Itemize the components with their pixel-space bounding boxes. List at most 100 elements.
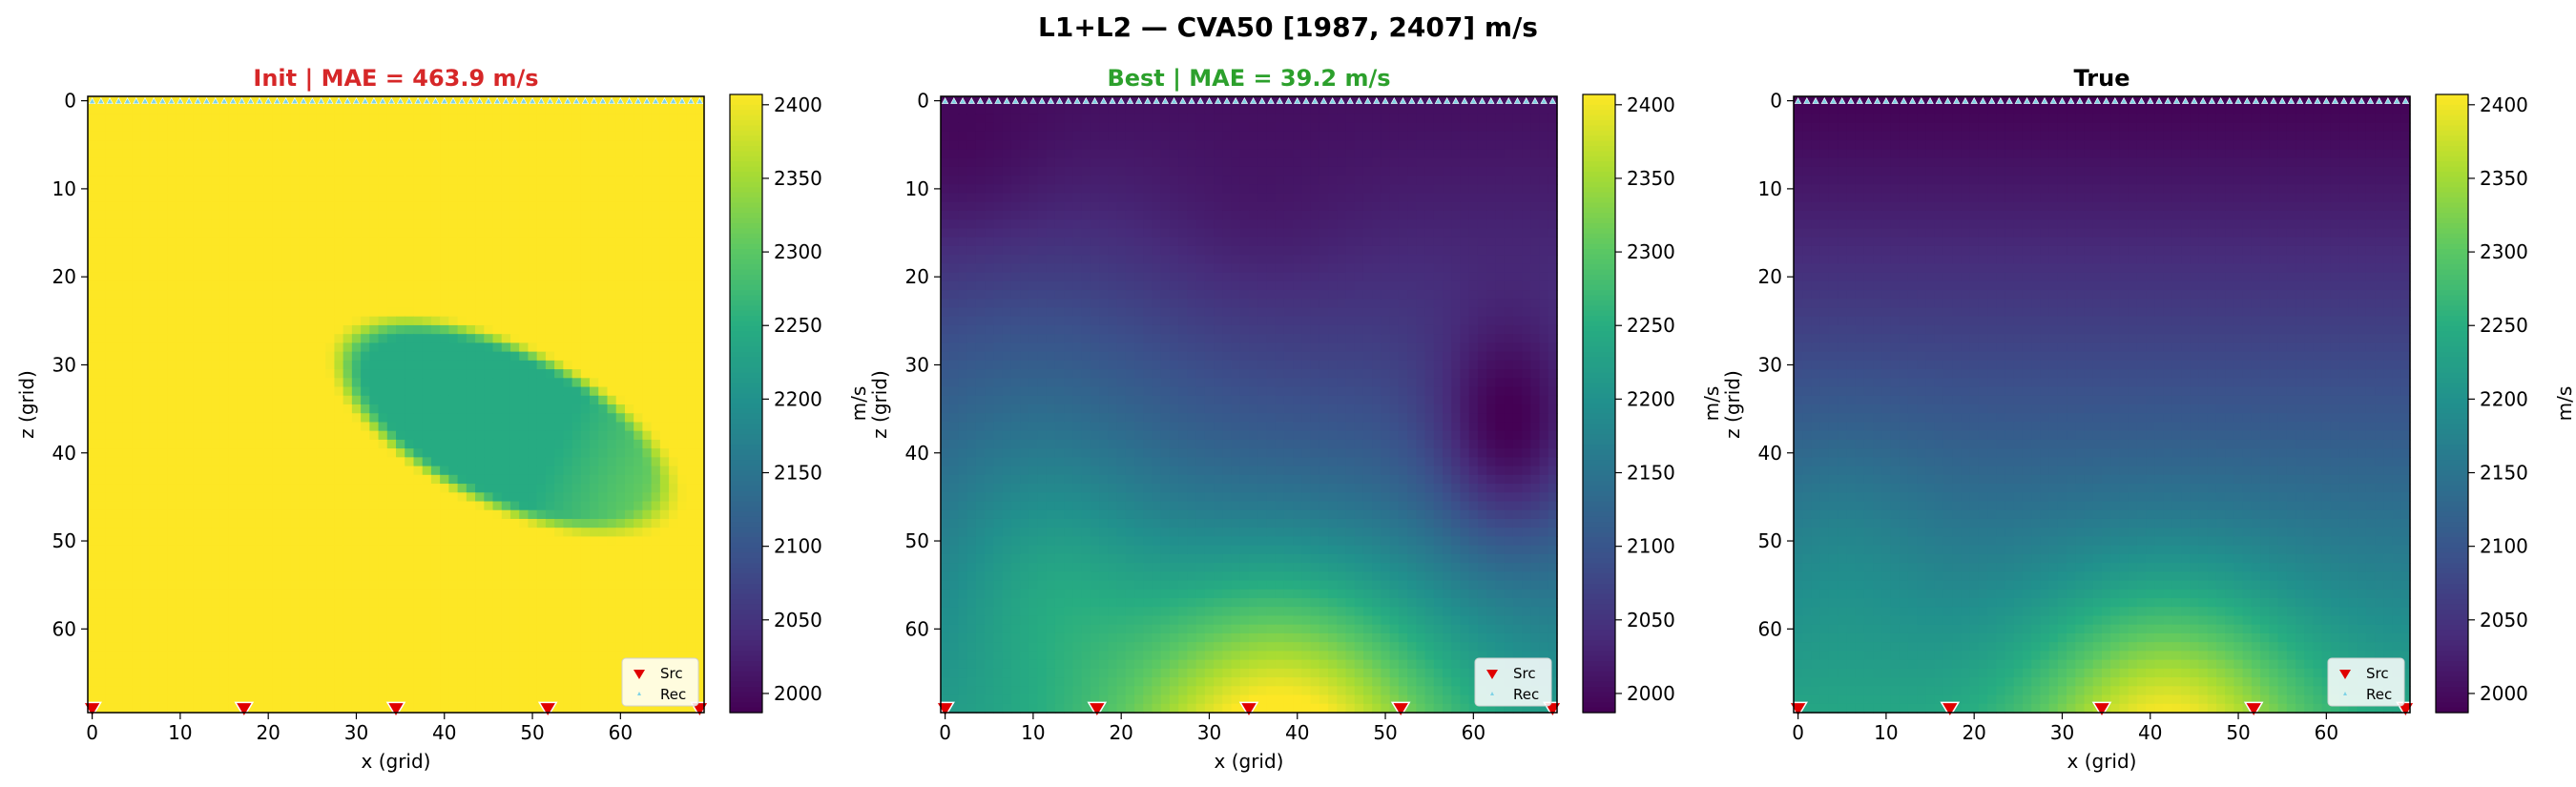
receivers-best — [941, 96, 1557, 104]
y-tick-label: 40 — [1758, 442, 1782, 465]
panel-title-best: Best | MAE = 39.2 m/s — [1107, 65, 1390, 92]
x-tick-label: 0 — [939, 721, 951, 744]
receiver-marker — [1900, 96, 1908, 104]
receiver-marker — [1011, 96, 1020, 104]
receiver-marker — [2296, 96, 2304, 104]
receiver-marker — [1469, 96, 1478, 104]
receiver-marker — [625, 96, 634, 104]
receiver-marker — [1196, 96, 1204, 104]
x-tick-label: 0 — [86, 721, 98, 744]
receiver-marker — [1091, 96, 1099, 104]
colorbar-tick-label: 2300 — [774, 240, 822, 263]
receiver-marker — [1891, 96, 1899, 104]
y-axis-label-true: z (grid) — [1721, 370, 1744, 439]
receiver-marker — [291, 96, 299, 104]
legend-rec-label: Rec — [1513, 686, 1539, 703]
source-marker — [1238, 701, 1259, 718]
y-axis-label-best: z (grid) — [868, 370, 891, 439]
receiver-marker — [431, 96, 440, 104]
receiver-marker — [2384, 96, 2392, 104]
receiver-marker — [1311, 96, 1319, 104]
heatmap-best — [941, 96, 1558, 714]
receiver-marker — [475, 96, 484, 104]
panel-true: True 0 10 20 30 40 50 60 0 10 20 30 40 50 60 x (grid) z … — [1721, 65, 2576, 773]
receiver-marker — [2393, 96, 2400, 104]
x-axis-label-true: x (grid) — [2067, 750, 2137, 773]
receiver-marker — [300, 96, 307, 104]
receiver-marker — [1240, 96, 1249, 104]
y-tick-label: 30 — [905, 353, 929, 376]
heatmap-true — [1794, 96, 2411, 714]
x-tick-label: 0 — [1792, 721, 1804, 744]
receiver-marker — [493, 96, 501, 104]
receiver-marker — [529, 96, 536, 104]
source-marker — [1940, 701, 1961, 718]
receiver-marker — [1338, 96, 1345, 104]
receiver-marker — [405, 96, 413, 104]
y-tick-label: 30 — [52, 353, 76, 376]
receiver-marker — [343, 96, 351, 104]
receiver-marker — [1979, 96, 1987, 104]
y-tick-label: 60 — [1758, 617, 1782, 640]
receiver-marker — [1328, 96, 1337, 104]
x-tick-label: 20 — [256, 721, 280, 744]
x-tick-label: 50 — [1373, 721, 1397, 744]
receiver-marker — [2358, 96, 2365, 104]
receiver-marker — [1953, 96, 1961, 104]
colorbar-tick-label: 2100 — [2480, 535, 2528, 558]
receiver-marker — [441, 96, 448, 104]
receiver-marker — [1962, 96, 1969, 104]
receiver-marker — [335, 96, 343, 104]
y-tick-label: 40 — [905, 442, 929, 465]
receiver-marker — [458, 96, 466, 104]
receiver-marker — [264, 96, 272, 104]
receiver-marker — [2366, 96, 2375, 104]
y-tick-label: 50 — [1758, 529, 1782, 552]
receiver-marker — [396, 96, 405, 104]
receiver-marker — [2181, 96, 2190, 104]
receiver-marker — [1381, 96, 1389, 104]
source-marker — [1087, 701, 1108, 718]
receiver-marker — [2155, 96, 2163, 104]
receiver-marker — [2208, 96, 2216, 104]
y-tick-label: 20 — [1758, 265, 1782, 288]
receiver-marker — [1276, 96, 1283, 104]
receiver-marker — [449, 96, 457, 104]
receiver-marker — [2076, 96, 2084, 104]
axes-frame-init — [87, 95, 705, 714]
receiver-marker — [177, 96, 184, 104]
receiver-marker — [1847, 96, 1855, 104]
receiver-marker — [2243, 96, 2251, 104]
receiver-marker — [194, 96, 202, 104]
receiver-marker — [1873, 96, 1881, 104]
receiver-marker — [1970, 96, 1978, 104]
legend-rec-label: Rec — [2366, 686, 2392, 703]
receiver-marker — [1987, 96, 1996, 104]
receiver-marker — [2270, 96, 2277, 104]
y-axis-label-init: z (grid) — [15, 370, 38, 439]
receiver-marker — [510, 96, 519, 104]
colorbar-label-best: m/s — [1700, 386, 1723, 422]
receiver-marker — [1864, 96, 1873, 104]
receiver-marker — [220, 96, 228, 104]
receiver-marker — [1249, 96, 1257, 104]
receiver-marker — [238, 96, 246, 104]
y-tick-label: 40 — [52, 442, 76, 465]
receiver-marker — [1109, 96, 1116, 104]
receiver-marker — [2172, 96, 2181, 104]
receiver-marker — [1284, 96, 1293, 104]
receiver-marker — [2376, 96, 2383, 104]
receiver-marker — [2401, 96, 2410, 104]
panel-best: Best | MAE = 39.2 m/s 0 10 20 30 40 50 60 0 10 20 3… — [868, 65, 1723, 773]
receiver-marker — [1020, 96, 1028, 104]
receiver-marker — [660, 96, 669, 104]
receiver-marker — [1355, 96, 1363, 104]
colorbar-tick-label: 2400 — [1627, 93, 1675, 116]
colorbar-tick-label: 2100 — [1627, 535, 1675, 558]
receiver-marker — [362, 96, 369, 104]
y-tick-label: 50 — [905, 529, 929, 552]
receiver-marker — [1523, 96, 1530, 104]
heatmap-init — [88, 96, 705, 714]
receiver-marker — [1188, 96, 1195, 104]
receiver-marker — [950, 96, 958, 104]
